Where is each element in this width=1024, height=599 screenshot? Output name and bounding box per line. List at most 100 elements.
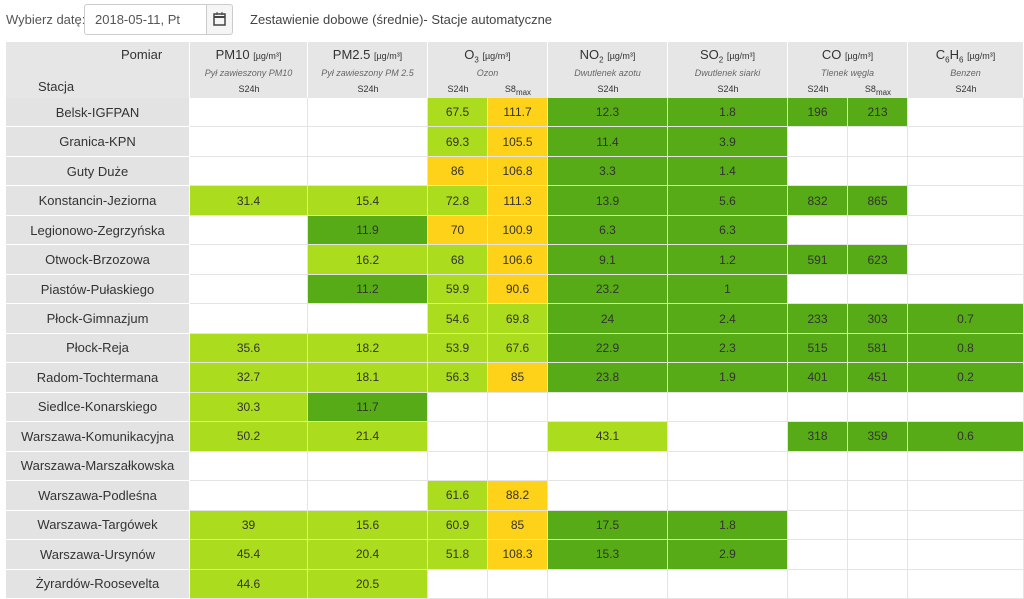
value-cell: 401 — [788, 363, 848, 393]
station-name: Płock-Reja — [6, 333, 190, 364]
value-cell — [308, 304, 428, 334]
value-cell: 9.1 — [548, 245, 668, 275]
value-cell: 111.3 — [488, 186, 548, 216]
text: S8 — [864, 84, 876, 94]
heading: Zestawienie dobowe (średnie)- Stacje aut… — [250, 12, 553, 27]
value-cell: 15.4 — [308, 186, 428, 216]
value-cell: 359 — [848, 422, 908, 452]
value-cell — [190, 98, 308, 128]
calendar-button[interactable] — [206, 4, 233, 35]
unit: [µg/m³] — [607, 51, 636, 61]
value-cell: 85 — [488, 363, 548, 393]
corner-bottom: Stacja — [38, 79, 75, 94]
value-cell: 17.5 — [548, 510, 668, 541]
value-cell: 2.3 — [668, 333, 788, 364]
value-cell: 45.4 — [190, 540, 308, 570]
value-cell: 11.4 — [548, 127, 668, 157]
value-cell — [788, 510, 848, 541]
value-cell — [668, 569, 788, 599]
value-cell: 68 — [428, 245, 488, 275]
column-name: O3 [µg/m³] — [428, 47, 547, 65]
value-cell — [548, 451, 668, 482]
value-cell — [908, 540, 1024, 570]
value-cell — [308, 451, 428, 482]
value-cell — [848, 569, 908, 599]
text: O — [464, 47, 475, 62]
column-name: SO2 [µg/m³] — [668, 47, 787, 65]
date-input[interactable]: 2018-05-11, Pt — [84, 4, 207, 35]
text: S24h — [807, 84, 829, 94]
value-cell: 20.4 — [308, 540, 428, 570]
column-name: CO [µg/m³] — [788, 47, 907, 62]
value-cell — [308, 481, 428, 511]
value-cell: 23.2 — [548, 274, 668, 305]
value-cell: 0.7 — [908, 304, 1024, 334]
value-cell — [668, 481, 788, 511]
unit: [µg/m³] — [482, 51, 511, 61]
value-cell — [908, 510, 1024, 541]
unit: [µg/m³] — [844, 51, 874, 61]
value-cell — [908, 215, 1024, 246]
column-desc: Benzen — [950, 68, 981, 78]
value-cell: 72.8 — [428, 186, 488, 216]
value-cell — [848, 451, 908, 482]
value-cell: 67.6 — [488, 333, 548, 364]
value-cell: 69.3 — [428, 127, 488, 157]
value-cell — [308, 156, 428, 187]
value-cell: 20.5 — [308, 569, 428, 599]
value-cell: 31.4 — [190, 186, 308, 216]
station-name: Legionowo-Zegrzyńska — [6, 215, 190, 246]
value-cell: 623 — [848, 245, 908, 275]
value-cell — [428, 569, 488, 599]
value-cell: 60.9 — [428, 510, 488, 541]
value-cell — [190, 156, 308, 187]
value-cell: 56.3 — [428, 363, 488, 393]
value-cell: 18.1 — [308, 363, 428, 393]
value-cell — [788, 451, 848, 482]
value-cell: 213 — [848, 98, 908, 128]
text: SO — [699, 47, 719, 62]
column-header: PM2.5 [µg/m³] Pył zawieszony PM 2.5 S24h — [308, 42, 428, 98]
value-cell — [848, 156, 908, 187]
value-cell: 54.6 — [428, 304, 488, 334]
value-cell — [908, 98, 1024, 128]
station-name: Otwock-Brzozowa — [6, 245, 190, 275]
value-cell: 43.1 — [548, 422, 668, 452]
column-desc: Tlenek węgla — [820, 68, 875, 78]
value-cell: 6.3 — [548, 215, 668, 246]
text: H — [949, 47, 959, 62]
value-cell: 1.2 — [668, 245, 788, 275]
value-cell: 0.2 — [908, 363, 1024, 393]
value-cell — [308, 98, 428, 128]
value-cell — [190, 481, 308, 511]
value-cell: 515 — [788, 333, 848, 364]
value-cell — [488, 451, 548, 482]
text: PM10 — [215, 47, 250, 62]
value-cell: 451 — [848, 363, 908, 393]
value-cell — [548, 481, 668, 511]
value-cell — [788, 540, 848, 570]
value-cell: 16.2 — [308, 245, 428, 275]
value-cell: 90.6 — [488, 274, 548, 305]
column-header: NO2 [µg/m³] Dwutlenek azotu S24h — [548, 42, 668, 98]
value-cell: 85 — [488, 510, 548, 541]
value-cell: 196 — [788, 98, 848, 128]
value-cell: 24 — [548, 304, 668, 334]
calendar-icon — [213, 12, 226, 26]
value-cell — [788, 392, 848, 423]
value-cell — [908, 274, 1024, 305]
text: S24h — [597, 84, 619, 94]
value-cell: 59.9 — [428, 274, 488, 305]
text: S24h — [357, 84, 379, 94]
value-cell: 6.3 — [668, 215, 788, 246]
station-name: Warszawa-Marszałkowska — [6, 451, 190, 482]
value-cell — [308, 127, 428, 157]
value-cell: 18.2 — [308, 333, 428, 364]
column-header: SO2 [µg/m³] Dwutlenek siarki S24h — [668, 42, 788, 98]
value-cell: 2.4 — [668, 304, 788, 334]
value-cell — [848, 481, 908, 511]
sub-header: S8max — [848, 84, 908, 97]
sub-header: S8max — [488, 84, 548, 97]
value-cell: 61.6 — [428, 481, 488, 511]
value-cell: 39 — [190, 510, 308, 541]
